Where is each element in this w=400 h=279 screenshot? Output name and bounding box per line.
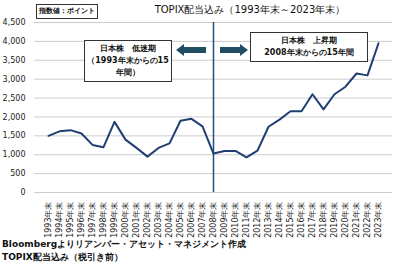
- svg-text:2008年末: 2008年末: [209, 202, 218, 238]
- svg-text:2007年末: 2007年末: [198, 202, 207, 238]
- html-text:指数値：ポイント: 指数値：ポイント: [39, 7, 95, 15]
- svg-text:1996年末: 1996年末: [77, 202, 86, 238]
- svg-text:2005年末: 2005年末: [176, 202, 185, 238]
- svg-text:2,000: 2,000: [3, 113, 26, 122]
- svg-text:2009年末: 2009年末: [220, 202, 229, 238]
- svg-text:2021年末: 2021年末: [352, 202, 361, 238]
- svg-text:2000年末: 2000年末: [121, 202, 130, 238]
- svg-text:2004年末: 2004年末: [165, 202, 174, 238]
- html-text:（1993年末からの15年間）: （1993年末からの15年間）: [87, 56, 169, 77]
- html-text:2008年末からの15年間: 2008年末からの15年間: [264, 48, 354, 57]
- html-text:TOPIX配当込み（税引き前）: TOPIX配当込み（税引き前）: [2, 252, 123, 262]
- svg-text:1993年末: 1993年末: [44, 202, 53, 238]
- svg-text:3,000: 3,000: [3, 75, 26, 84]
- svg-text:500: 500: [10, 169, 25, 178]
- svg-text:2002年末: 2002年末: [143, 202, 152, 238]
- svg-text:1995年末: 1995年末: [66, 202, 75, 238]
- svg-text:2013年末: 2013年末: [264, 202, 273, 238]
- svg-text:1999年末: 1999年末: [110, 202, 119, 238]
- svg-text:2012年末: 2012年末: [253, 202, 262, 238]
- svg-text:2003年末: 2003年末: [154, 202, 163, 238]
- html-text:Bloombergよりリアンバー・アセット・マネジメント作成: Bloombergよりリアンバー・アセット・マネジメント作成: [2, 239, 247, 249]
- svg-text:0: 0: [20, 188, 25, 197]
- svg-text:1,000: 1,000: [3, 150, 26, 159]
- svg-text:2006年末: 2006年末: [187, 202, 196, 238]
- html-text:日本株 低迷期: 日本株 低迷期: [100, 44, 156, 53]
- svg-text:2016年末: 2016年末: [297, 202, 306, 238]
- svg-text:1,500: 1,500: [3, 131, 26, 140]
- svg-text:2020年末: 2020年末: [341, 202, 350, 238]
- svg-text:2014年末: 2014年末: [275, 202, 284, 238]
- svg-text:3,500: 3,500: [3, 56, 26, 65]
- svg-text:2,500: 2,500: [3, 94, 26, 103]
- svg-text:1998年末: 1998年末: [99, 202, 108, 238]
- svg-text:1997年末: 1997年末: [88, 202, 97, 238]
- svg-text:4,500: 4,500: [3, 18, 26, 27]
- svg-text:2023年末: 2023年末: [374, 202, 383, 238]
- svg-text:2011年末: 2011年末: [242, 202, 251, 238]
- svg-text:4,000: 4,000: [3, 37, 26, 46]
- svg-text:2022年末: 2022年末: [363, 202, 372, 238]
- svg-text:2017年末: 2017年末: [308, 202, 317, 238]
- svg-text:2015年末: 2015年末: [286, 202, 295, 238]
- svg-text:2010年末: 2010年末: [231, 202, 240, 238]
- svg-text:2018年末: 2018年末: [319, 202, 328, 238]
- svg-text:1994年末: 1994年末: [55, 202, 64, 238]
- svg-text:2001年末: 2001年末: [132, 202, 141, 238]
- html-text:日本株 上昇期: 日本株 上昇期: [281, 36, 337, 45]
- svg-text:2019年末: 2019年末: [330, 202, 339, 238]
- html-text:TOPIX配当込み（1993年末～2023年末）: TOPIX配当込み（1993年末～2023年末）: [154, 4, 346, 15]
